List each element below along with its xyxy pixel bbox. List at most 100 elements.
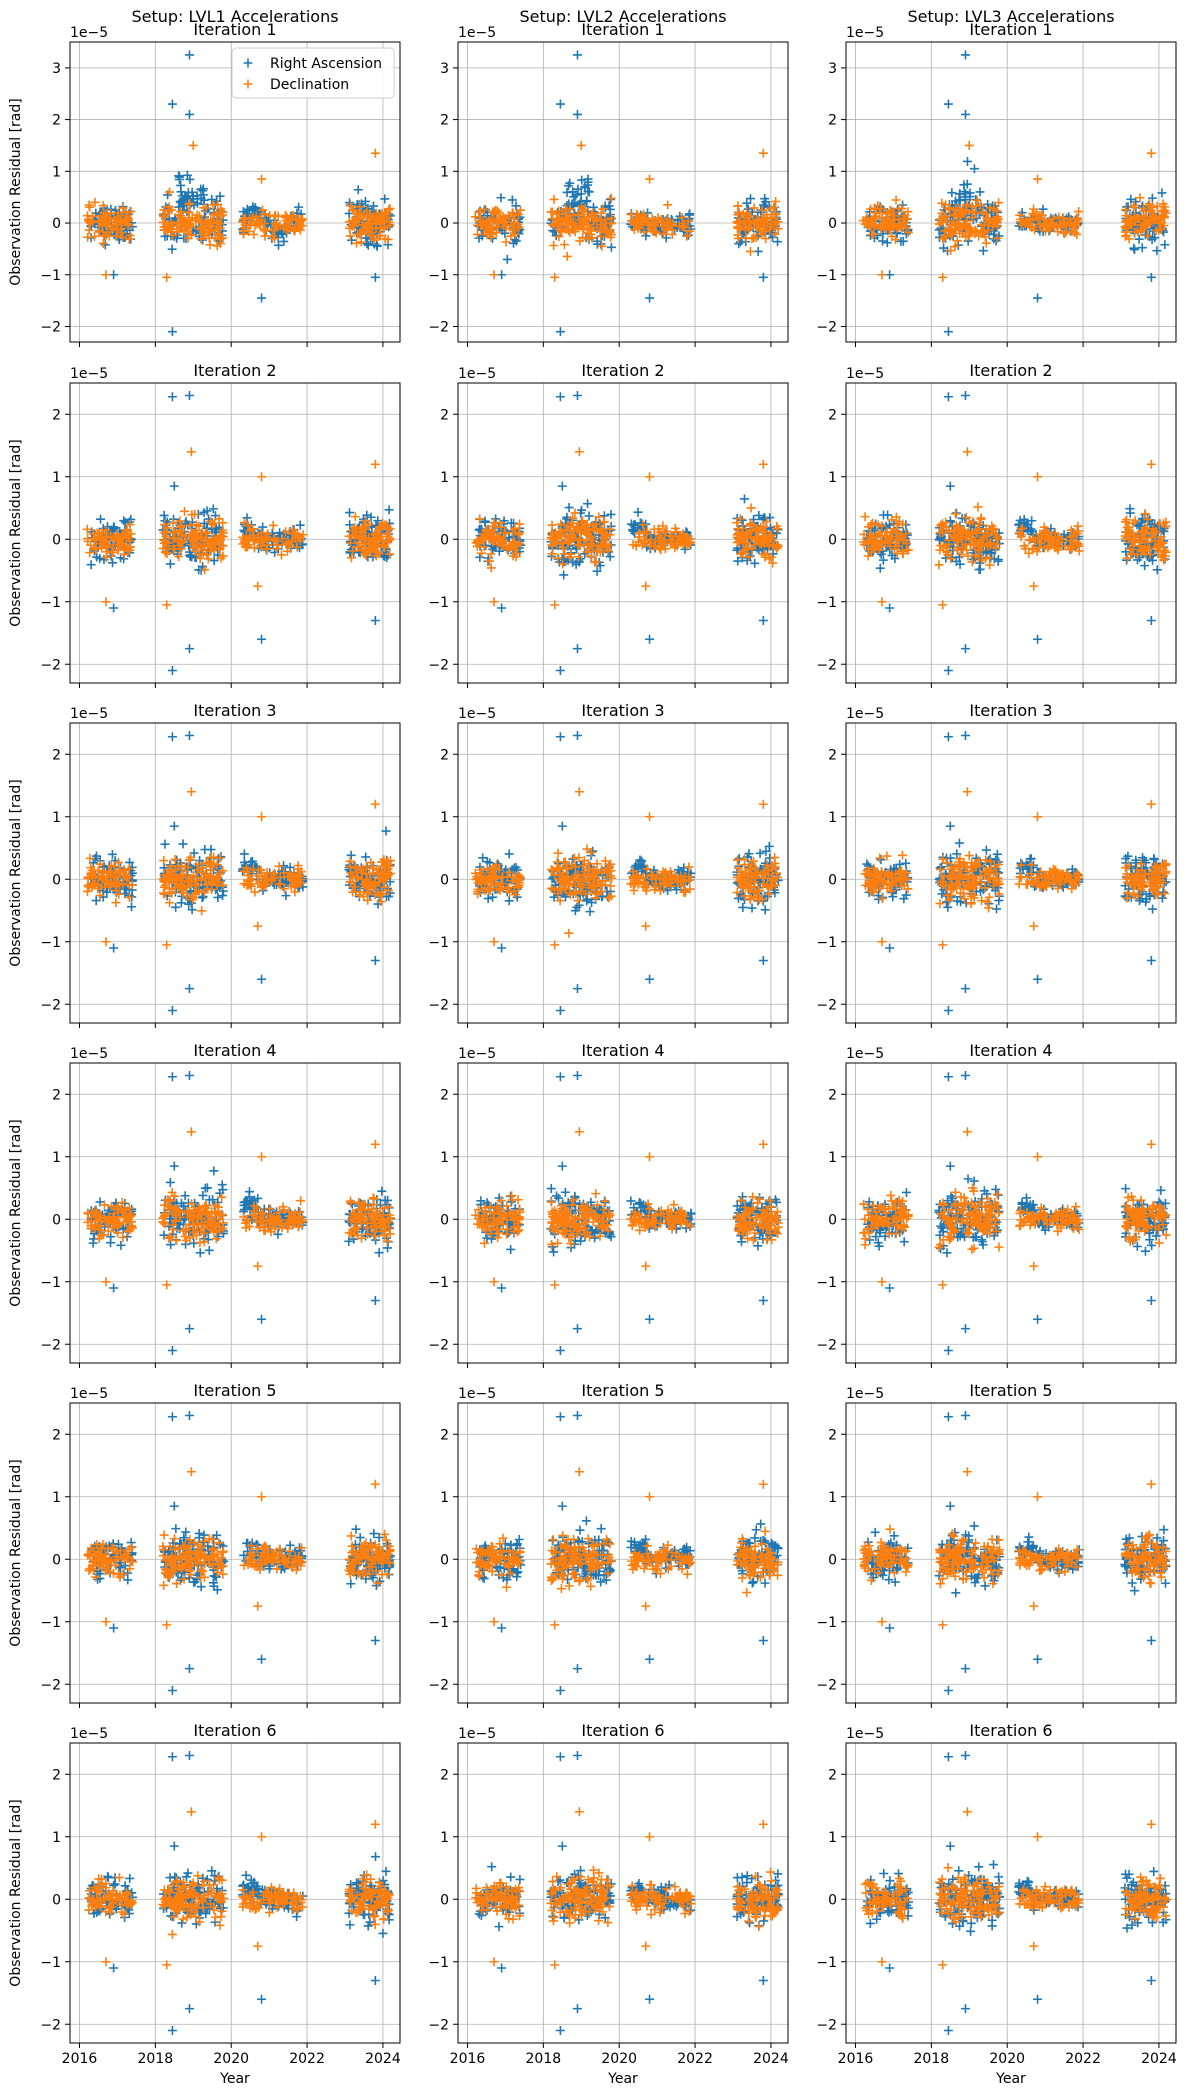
y-tick-label: 0 (52, 532, 61, 548)
subplot-title: Iteration 3 (193, 701, 276, 720)
x-tick-label: 2018 (914, 2051, 950, 2067)
y-tick-label: 2 (52, 1767, 61, 1783)
y-tick-label: 1 (828, 1490, 837, 1506)
subplot-r4-c2: −2 −1 0 1 2 1e−5 Iteration 4 (428, 1041, 789, 1368)
y-tick-label: −2 (40, 1677, 61, 1693)
axes-frame (845, 382, 1177, 684)
subplot-r2-c2: −2 −1 0 1 2 1e−5 Iteration 2 (428, 361, 789, 688)
y-offset-text: 1e−5 (846, 1726, 884, 1742)
y-tick-label: 1 (440, 810, 449, 826)
subplot-title: Iteration 5 (581, 1381, 664, 1400)
y-offset-text: 1e−5 (70, 25, 108, 41)
scatter-points (470, 50, 783, 337)
axes-frame (457, 41, 789, 343)
x-tick-label: 2020 (213, 2051, 249, 2067)
y-axis-label: Observation Residual [rad] (8, 439, 24, 626)
y-tick-label: −1 (428, 1955, 449, 1971)
legend-label: Right Ascension (270, 56, 382, 72)
y-tick-label: −2 (428, 1677, 449, 1693)
y-tick-label: 2 (440, 407, 449, 423)
y-tick-label: 2 (52, 407, 61, 423)
y-tick-label: −2 (428, 997, 449, 1013)
y-tick-label: −2 (40, 657, 61, 673)
y-tick-label: 1 (440, 1150, 449, 1166)
y-offset-text: 1e−5 (458, 25, 496, 41)
y-offset-text: 1e−5 (846, 366, 884, 382)
y-tick-label: 0 (52, 1552, 61, 1568)
y-tick-label: 2 (828, 113, 837, 129)
y-tick-label: 2 (440, 1767, 449, 1783)
y-tick-label: 3 (828, 61, 837, 77)
y-tick-label: 0 (440, 532, 449, 548)
scatter-points (860, 731, 1171, 1015)
subplot-title: Iteration 5 (193, 1381, 276, 1400)
y-offset-text: 1e−5 (458, 1046, 496, 1062)
y-offset-text: 1e−5 (846, 25, 884, 41)
y-tick-label: 0 (52, 216, 61, 232)
subplot-title: Iteration 6 (969, 1721, 1052, 1740)
scatter-points (84, 1751, 394, 2035)
scatter-points (859, 1071, 1171, 1355)
y-tick-label: 2 (440, 1427, 449, 1443)
y-tick-label: 0 (828, 216, 837, 232)
y-tick-label: 1 (828, 1830, 837, 1846)
x-tick-label: 2020 (989, 2051, 1025, 2067)
y-tick-label: 2 (828, 1427, 837, 1443)
x-tick-label: 2016 (838, 2051, 874, 2067)
y-tick-label: −1 (40, 1615, 61, 1631)
y-offset-text: 1e−5 (458, 366, 496, 382)
y-tick-label: 2 (828, 1087, 837, 1103)
x-tick-label: 2016 (62, 2051, 98, 2067)
y-axis-label: Observation Residual [rad] (8, 1799, 24, 1986)
y-tick-label: −1 (428, 935, 449, 951)
y-tick-label: −1 (816, 268, 837, 284)
y-tick-label: −2 (40, 1337, 61, 1353)
y-offset-text: 1e−5 (70, 1726, 108, 1742)
subplot-title: Iteration 4 (969, 1041, 1052, 1060)
x-tick-label: 2022 (677, 2051, 713, 2067)
subplot-title: Iteration 6 (581, 1721, 664, 1740)
legend-item: Declination (243, 77, 349, 93)
scatter-points (859, 391, 1171, 675)
y-tick-label: 1 (828, 470, 837, 486)
axes-frame (69, 722, 401, 1024)
y-tick-label: −1 (40, 935, 61, 951)
x-axis-label: Year (607, 2071, 638, 2087)
subplot-title: Iteration 3 (969, 701, 1052, 720)
y-tick-label: −2 (40, 319, 61, 335)
axes-frame (845, 41, 1177, 343)
axes-frame (69, 1062, 401, 1364)
subplot-r6-c1: 2016 2018 2020 2022 2024 −2 −1 0 1 2 1e−5 Iteration… (8, 1721, 401, 2087)
subplot-r1-c1: −2 −1 0 1 2 3 1e−5 Iteration 1 Observation Resid… (8, 20, 401, 347)
axes-frame (845, 1742, 1177, 2044)
x-tick-label: 2024 (753, 2051, 789, 2067)
y-tick-label: 2 (828, 747, 837, 763)
subplot-r6-c3: 2016 2018 2020 2022 2024 −2 −1 0 1 2 1e−5 Iteration… (816, 1721, 1176, 2087)
axes-frame (457, 1062, 789, 1364)
y-tick-label: −1 (816, 1955, 837, 1971)
y-tick-label: 0 (440, 1212, 449, 1228)
axes-frame (69, 1742, 401, 2044)
y-tick-label: 2 (828, 407, 837, 423)
y-tick-label: 2 (440, 113, 449, 129)
subplot-title: Iteration 2 (969, 361, 1052, 380)
y-tick-label: −1 (40, 1275, 61, 1291)
subplot-title: Iteration 4 (193, 1041, 276, 1060)
column-title-2: Setup: LVL2 Accelerations (519, 7, 726, 26)
axes-frame (457, 1742, 789, 2044)
y-tick-label: 3 (440, 61, 449, 77)
y-tick-label: −1 (428, 595, 449, 611)
y-tick-label: 3 (52, 61, 61, 77)
y-offset-text: 1e−5 (846, 706, 884, 722)
scatter-points (859, 1411, 1171, 1695)
y-tick-label: −2 (816, 997, 837, 1013)
x-tick-label: 2022 (289, 2051, 325, 2067)
scatter-points (470, 731, 783, 1015)
y-axis-label: Observation Residual [rad] (8, 779, 24, 966)
x-tick-label: 2018 (138, 2051, 174, 2067)
y-tick-label: −1 (816, 595, 837, 611)
y-tick-label: −1 (816, 1275, 837, 1291)
legend: Right Ascension Declination (231, 47, 395, 99)
y-tick-label: −1 (428, 268, 449, 284)
